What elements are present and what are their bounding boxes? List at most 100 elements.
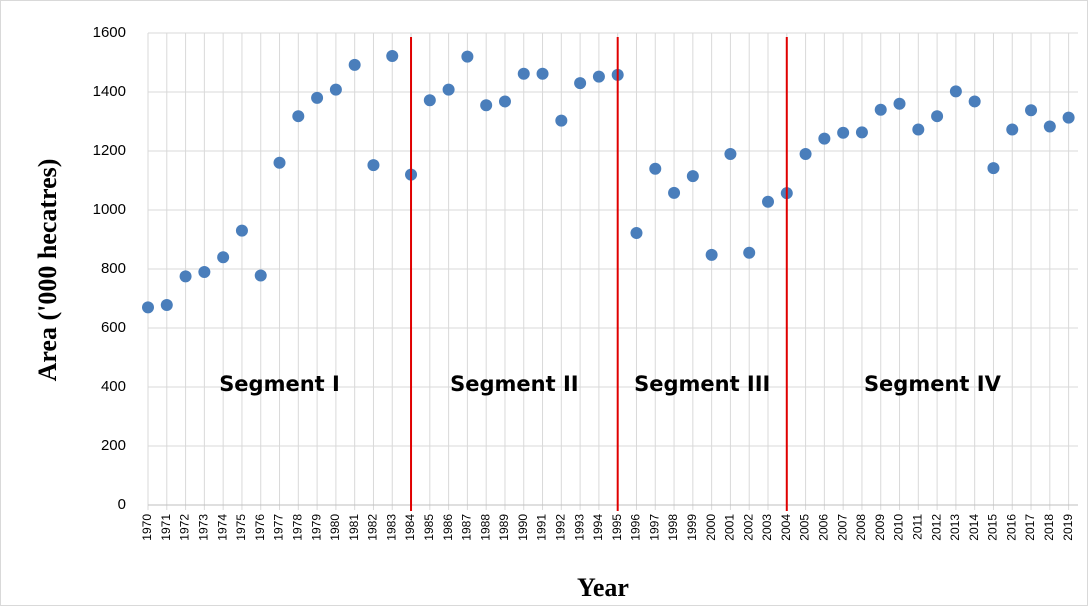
point xyxy=(217,251,230,264)
point xyxy=(968,95,981,108)
point xyxy=(574,77,587,90)
segment-label: Segment III xyxy=(634,372,770,396)
x-tick-label: 2018 xyxy=(1042,514,1056,541)
point xyxy=(1006,123,1019,136)
segment-label: Segment II xyxy=(450,372,578,396)
x-tick-label: 2006 xyxy=(817,514,831,541)
point xyxy=(198,265,211,278)
x-tick-label: 2000 xyxy=(704,514,718,541)
x-tick-label: 2003 xyxy=(760,514,774,541)
segment-label: Segment IV xyxy=(864,372,1002,396)
point xyxy=(367,159,380,172)
x-tick-label: 1977 xyxy=(272,514,286,541)
x-tick-label: 2012 xyxy=(929,514,943,541)
x-tick-label: 1973 xyxy=(197,514,211,541)
x-tick-label: 1980 xyxy=(328,514,342,541)
x-tick-label: 2004 xyxy=(779,514,793,541)
x-tick-label: 2015 xyxy=(986,514,1000,541)
x-tick-label: 1981 xyxy=(347,514,361,541)
point xyxy=(1043,120,1056,133)
x-tick-label: 1979 xyxy=(309,514,323,541)
y-tick-label: 400 xyxy=(101,378,126,395)
point xyxy=(705,248,718,261)
point xyxy=(724,147,737,160)
point xyxy=(498,95,511,108)
x-tick-label: 1971 xyxy=(159,514,173,541)
point xyxy=(837,126,850,139)
x-tick-label: 2017 xyxy=(1023,514,1037,541)
x-tick-label: 1990 xyxy=(516,514,530,541)
point xyxy=(142,301,154,314)
x-tick-label: 1970 xyxy=(140,514,154,541)
x-tick-label: 1995 xyxy=(610,514,624,541)
x-tick-label: 2013 xyxy=(948,514,962,541)
point xyxy=(1062,111,1075,124)
point xyxy=(329,83,342,96)
y-tick-label: 0 xyxy=(118,496,126,513)
x-tick-label: 1993 xyxy=(572,514,586,541)
point xyxy=(668,186,681,199)
point xyxy=(273,156,286,169)
x-tick-label: 1989 xyxy=(497,514,511,541)
point xyxy=(480,99,493,112)
x-tick-label: 1976 xyxy=(253,514,267,541)
x-tick-label: 2009 xyxy=(873,514,887,541)
point xyxy=(517,67,530,80)
x-tick-label: 1978 xyxy=(290,514,304,541)
point xyxy=(818,132,831,145)
x-tick-label: 1999 xyxy=(685,514,699,541)
point xyxy=(348,58,361,71)
point xyxy=(1025,104,1038,117)
x-tick-label: 1991 xyxy=(535,514,549,541)
point xyxy=(386,50,399,63)
x-tick-label: 1974 xyxy=(215,514,229,541)
point xyxy=(743,246,756,259)
x-tick-label: 1975 xyxy=(234,514,248,541)
point xyxy=(931,110,944,123)
point xyxy=(630,227,643,240)
x-tick-label: 1984 xyxy=(403,514,417,541)
x-tick-label: 1992 xyxy=(554,514,568,541)
point xyxy=(649,162,662,175)
point xyxy=(686,170,699,183)
x-tick-label: 2011 xyxy=(910,514,924,540)
point xyxy=(555,114,568,127)
x-tick-label: 1988 xyxy=(478,514,492,541)
y-axis-title: Area ('000 hecatres) xyxy=(33,159,62,382)
x-tick-label: 1986 xyxy=(441,514,455,541)
y-tick-label: 800 xyxy=(101,260,126,277)
point xyxy=(949,85,962,98)
point xyxy=(912,123,925,136)
x-tick-label: 1996 xyxy=(629,514,643,541)
point xyxy=(160,298,173,311)
point xyxy=(311,91,324,104)
point xyxy=(592,70,605,83)
x-tick-label: 1985 xyxy=(422,514,436,541)
x-tick-label: 2016 xyxy=(1004,514,1018,541)
x-tick-label: 1997 xyxy=(647,514,661,541)
point xyxy=(442,83,455,96)
x-tick-label: 1982 xyxy=(366,514,380,541)
x-tick-label: 1983 xyxy=(384,514,398,541)
point xyxy=(893,97,906,110)
point xyxy=(254,269,267,282)
x-tick-label: 1998 xyxy=(666,514,680,541)
x-tick-label: 2007 xyxy=(835,514,849,541)
x-tick-label: 2002 xyxy=(741,514,755,541)
point xyxy=(762,195,774,208)
y-tick-label: 1200 xyxy=(93,142,126,159)
point xyxy=(423,94,436,107)
y-tick-label: 600 xyxy=(101,319,126,336)
y-tick-label: 200 xyxy=(101,437,126,454)
x-tick-label: 1994 xyxy=(591,514,605,541)
point xyxy=(235,224,248,237)
point xyxy=(536,67,549,80)
point xyxy=(799,147,812,160)
x-tick-label: 2019 xyxy=(1061,514,1075,541)
point xyxy=(987,162,1000,175)
point xyxy=(874,103,887,116)
segment-label: Segment I xyxy=(219,372,340,396)
y-tick-label: 1400 xyxy=(93,83,126,100)
x-tick-label: 2010 xyxy=(892,514,906,541)
